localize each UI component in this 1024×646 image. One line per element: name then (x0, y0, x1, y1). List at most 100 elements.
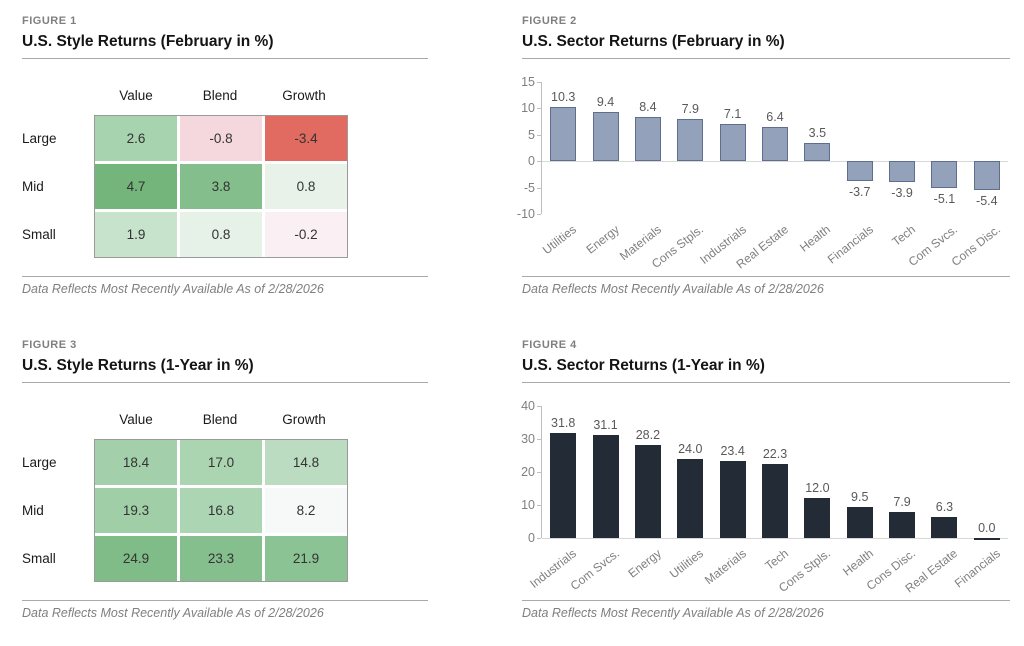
y-axis-tick (537, 161, 541, 163)
bar (550, 433, 577, 538)
bar-value-label: 23.4 (720, 443, 745, 458)
table-cell: 24.9 (95, 536, 177, 581)
y-tick-label: 30 (521, 432, 535, 446)
figure-3-label: FIGURE 3 (22, 339, 77, 351)
y-axis-tick (537, 134, 541, 136)
y-tick-label: 40 (521, 399, 535, 413)
y-tick-label: -10 (516, 207, 535, 221)
table-cell: 16.8 (180, 488, 262, 533)
figure-3-title: U.S. Style Returns (1-Year in %) (22, 357, 428, 383)
row-label: Small (22, 551, 56, 566)
bar-value-label: 8.4 (639, 99, 657, 114)
bar-value-label: 6.4 (766, 110, 784, 125)
y-tick-label: 0 (528, 154, 535, 169)
bar (677, 458, 704, 538)
bar (889, 511, 916, 538)
y-axis-line (541, 406, 542, 538)
bar-value-label: 0.0 (978, 521, 996, 535)
y-tick-label: 20 (521, 465, 535, 479)
footnote-text: Data Reflects Most Recently Available As… (522, 282, 824, 296)
bar-value-label: 10.3 (551, 89, 576, 104)
bar (931, 517, 958, 538)
figure-2-title: U.S. Sector Returns (February in %) (522, 33, 1010, 59)
table-cell: 19.3 (95, 488, 177, 533)
bar-value-label: 3.5 (808, 125, 827, 140)
figure-2-footnote: Data Reflects Most Recently Available As… (522, 276, 1010, 296)
figure-3-footnote: Data Reflects Most Recently Available As… (22, 600, 428, 620)
table-cell: 4.7 (95, 164, 177, 209)
bar-value-label: 7.9 (893, 494, 911, 509)
table-cell: 1.9 (95, 212, 177, 257)
bar (634, 444, 661, 538)
figure-1-footnote: Data Reflects Most Recently Available As… (22, 276, 428, 296)
y-axis-tick (537, 538, 541, 539)
bar (762, 464, 788, 538)
figure-1-header: FIGURE 1 U.S. Style Returns (February in… (22, 15, 428, 59)
table-cell: 23.3 (180, 536, 262, 581)
bar (973, 538, 1000, 540)
bar-value-label: 12.0 (805, 481, 830, 496)
bar-value-label: 9.5 (851, 489, 869, 504)
table-cell: -0.2 (265, 212, 347, 257)
bar-value-label: -5.4 (976, 193, 998, 208)
table-cell: -3.4 (265, 116, 347, 161)
style-returns-feb-table: Value Blend Growth 2.6 -0.8 -3.4 4.7 3.8 0.8 1.9 0… (22, 15, 428, 310)
bar-value-label: 24.0 (678, 441, 703, 456)
table-cell: 18.4 (95, 440, 177, 485)
bar-value-label: 31.1 (593, 418, 618, 433)
bar (634, 116, 661, 162)
column-header: Blend (202, 412, 238, 427)
bar (804, 498, 831, 538)
figure-4-title: U.S. Sector Returns (1-Year in %) (522, 357, 1010, 383)
y-axis-tick (537, 187, 541, 189)
style-table: 18.4 17.0 14.8 19.3 16.8 8.2 24.9 23.3 21.9 (94, 439, 348, 582)
bar (550, 106, 577, 162)
bar-value-label: -3.7 (848, 184, 871, 199)
y-tick-label: 0 (528, 531, 535, 545)
column-header: Blend (202, 88, 238, 103)
figure-1-title: U.S. Style Returns (February in %) (22, 33, 428, 59)
bar-value-label: 7.1 (723, 106, 742, 121)
y-axis-line (541, 82, 542, 214)
bar (592, 435, 619, 538)
style-table: 2.6 -0.8 -3.4 4.7 3.8 0.8 1.9 0.8 -0.2 (94, 115, 348, 258)
bar-value-label: 22.3 (762, 447, 788, 462)
row-label: Large (22, 455, 57, 470)
sector-returns-feb-chart: 15 10 5 0 -5 -10 10.3 Utilities 9.4 Energy 8.4 Mate… (517, 15, 1010, 310)
footnote-text: Data Reflects Most Recently Available As… (522, 606, 824, 620)
table-cell: 0.8 (265, 164, 347, 209)
column-header: Value (119, 412, 153, 427)
bar (973, 161, 1000, 190)
y-tick-label: 10 (521, 101, 535, 116)
bar (677, 119, 704, 162)
y-axis-tick (537, 214, 541, 215)
figure-4-header: FIGURE 4 U.S. Sector Returns (1-Year in … (522, 339, 1010, 383)
zero-gridline (542, 538, 1008, 539)
zero-gridline (542, 161, 1008, 163)
bar-value-label: 31.8 (551, 416, 576, 431)
row-label: Mid (22, 503, 44, 518)
bar-value-label: -5.1 (933, 192, 956, 207)
bar (719, 460, 746, 538)
table-cell: 14.8 (265, 440, 347, 485)
bar (804, 142, 831, 162)
style-returns-1yr-table: Value Blend Growth 18.4 17.0 14.8 19.3 16.8 8.2 2… (22, 339, 428, 634)
table-cell: -0.8 (180, 116, 262, 161)
bar-value-label: 28.2 (635, 427, 661, 442)
figure-2-label: FIGURE 2 (522, 15, 577, 27)
bar-value-label: 9.4 (596, 94, 615, 109)
y-axis-tick (537, 472, 541, 473)
y-tick-label: 15 (521, 75, 535, 89)
figure-4-label: FIGURE 4 (522, 339, 577, 351)
y-axis-tick (537, 82, 541, 83)
figure-3-panel: FIGURE 3 U.S. Style Returns (1-Year in %… (22, 339, 428, 634)
column-header: Growth (282, 412, 326, 427)
y-axis-tick (537, 439, 541, 440)
table-cell: 3.8 (180, 164, 262, 209)
bar-value-label: 6.3 (935, 500, 954, 515)
figure-1-panel: FIGURE 1 U.S. Style Returns (February in… (22, 15, 428, 310)
bar-value-label: -3.9 (891, 185, 913, 200)
column-header: Growth (282, 88, 326, 103)
bar (592, 111, 619, 162)
table-cell: 0.8 (180, 212, 262, 257)
